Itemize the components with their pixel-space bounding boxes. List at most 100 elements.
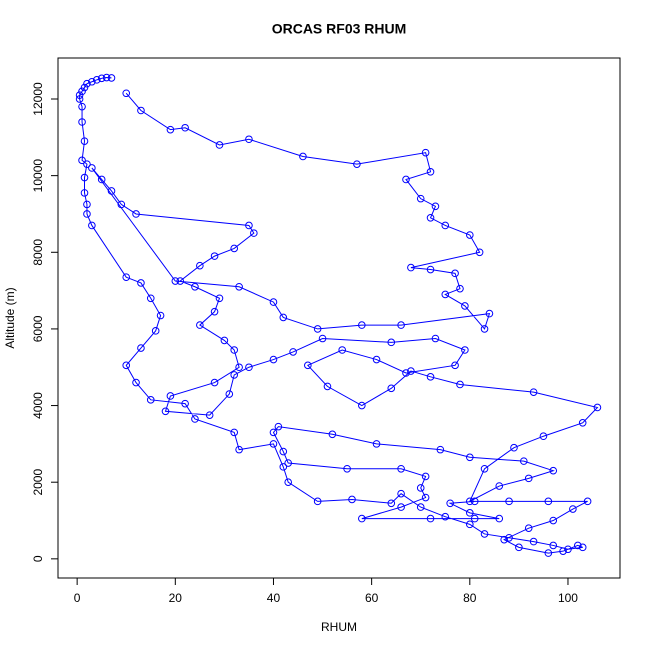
data-point xyxy=(480,325,489,333)
data-point xyxy=(132,210,140,218)
data-point xyxy=(480,530,489,538)
y-tick-label: 8000 xyxy=(31,239,45,266)
data-point xyxy=(529,388,538,396)
data-point xyxy=(92,76,101,84)
data-point xyxy=(235,445,243,454)
data-point xyxy=(573,541,582,550)
data-point xyxy=(313,497,322,506)
data-point xyxy=(456,380,464,389)
data-point xyxy=(426,168,435,176)
data-point xyxy=(299,152,307,161)
data-point xyxy=(122,361,131,370)
chart-title: ORCAS RF03 RHUM xyxy=(272,21,407,37)
data-point xyxy=(146,294,155,303)
data-point xyxy=(279,463,288,471)
data-point xyxy=(583,497,592,506)
data-point xyxy=(421,472,430,481)
data-point xyxy=(397,489,405,498)
data-point xyxy=(161,407,170,416)
data-point xyxy=(97,74,106,83)
data-point xyxy=(176,277,185,285)
data-point xyxy=(466,497,474,506)
data-point xyxy=(137,279,145,287)
data-point xyxy=(446,499,454,508)
data-point xyxy=(402,369,410,377)
data-point xyxy=(451,269,459,278)
data-line xyxy=(79,77,599,554)
data-point xyxy=(191,282,199,291)
data-point xyxy=(358,321,366,329)
data-point xyxy=(279,313,288,322)
data-point xyxy=(348,495,356,504)
data-point xyxy=(426,514,435,523)
data-point xyxy=(78,118,86,126)
data-point xyxy=(564,545,572,554)
data-point xyxy=(230,428,239,437)
data-point xyxy=(215,141,224,149)
data-point xyxy=(132,378,140,387)
x-tick-label: 80 xyxy=(463,591,477,605)
data-point xyxy=(397,464,405,473)
data-point xyxy=(269,428,278,437)
y-tick-label: 6000 xyxy=(31,315,45,342)
data-point xyxy=(338,346,346,354)
data-point xyxy=(137,344,145,352)
data-point xyxy=(515,543,523,552)
data-point xyxy=(245,221,253,230)
data-point xyxy=(397,321,405,329)
y-tick-label: 0 xyxy=(31,555,45,562)
data-point xyxy=(230,346,239,354)
data-point xyxy=(505,533,513,542)
data-point xyxy=(407,263,415,272)
data-point xyxy=(485,309,494,318)
data-point xyxy=(593,403,602,412)
data-point xyxy=(210,378,219,387)
data-point xyxy=(358,401,366,410)
data-point xyxy=(397,503,405,511)
data-point xyxy=(166,125,175,134)
data-point xyxy=(372,440,381,448)
data-point xyxy=(569,505,577,513)
data-point xyxy=(181,123,189,132)
data-point xyxy=(519,457,528,465)
data-point xyxy=(510,443,518,452)
data-point xyxy=(559,547,567,555)
data-point xyxy=(426,213,435,222)
x-tick-label: 100 xyxy=(558,591,578,605)
data-point xyxy=(539,432,548,441)
data-point xyxy=(284,459,292,467)
data-point xyxy=(578,543,587,552)
data-point xyxy=(323,382,332,391)
y-tick-label: 2000 xyxy=(31,469,45,496)
data-point xyxy=(78,102,86,111)
data-point xyxy=(343,464,351,473)
data-point xyxy=(470,497,479,506)
data-point xyxy=(80,137,89,145)
data-point xyxy=(220,336,229,345)
data-point xyxy=(426,265,435,274)
data-point xyxy=(279,447,288,456)
data-point xyxy=(387,338,396,347)
data-point xyxy=(304,361,312,370)
data-point xyxy=(441,221,450,230)
data-point xyxy=(83,160,91,168)
data-point xyxy=(122,273,131,281)
y-axis-label: Altitude (m) xyxy=(3,287,17,348)
data-point xyxy=(166,392,175,400)
data-point xyxy=(544,497,553,506)
data-point xyxy=(431,334,440,343)
data-point xyxy=(549,541,558,550)
data-point xyxy=(196,261,204,270)
data-point xyxy=(358,514,366,523)
data-point xyxy=(97,175,106,184)
x-tick-label: 60 xyxy=(365,591,379,605)
data-point xyxy=(426,373,435,381)
data-point xyxy=(529,537,538,546)
data-point xyxy=(407,367,415,375)
data-point xyxy=(328,430,337,439)
data-point xyxy=(500,535,508,544)
data-point xyxy=(78,87,86,96)
data-point xyxy=(436,445,445,454)
data-point xyxy=(122,89,131,98)
